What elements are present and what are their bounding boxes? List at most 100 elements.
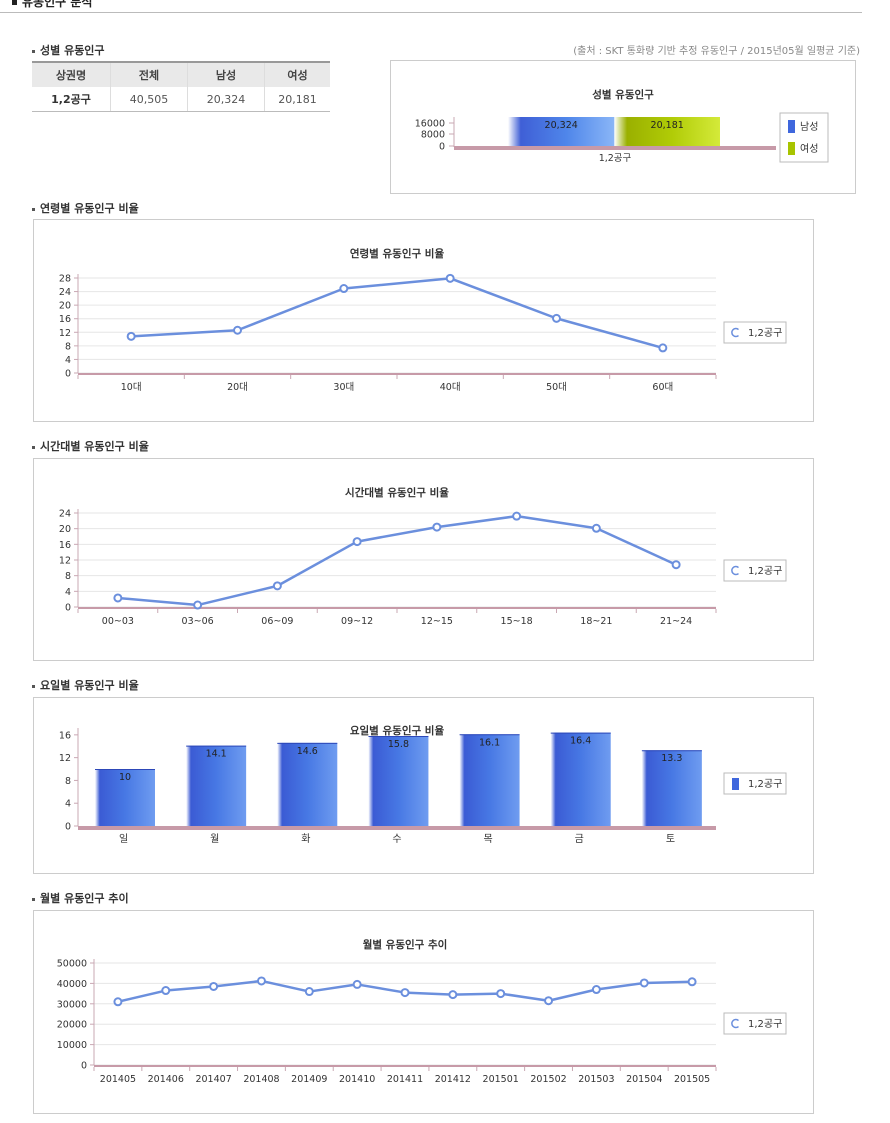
data-point [591, 985, 601, 995]
x-tick-label: 50대 [546, 382, 567, 393]
page-title: 유동인구 분석 [12, 0, 92, 10]
title-divider [0, 12, 862, 13]
y-tick-label: 0 [439, 142, 445, 153]
data-label: 20,324 [545, 120, 578, 131]
legend[interactable]: 1,2공구 [723, 1012, 787, 1035]
bar [459, 734, 520, 826]
data-point [193, 600, 203, 610]
data-label: 10 [119, 772, 131, 783]
age-chart-panel: 연령별 유동인구 비율 28 24 20 16 12 8 4 0 10대 20대 30대 40대 50대 6… [33, 219, 814, 422]
x-tick-label: 201411 [387, 1074, 423, 1085]
month-line-chart: 월별 유동인구 추이 50000 40000 30000 20000 10000 0 2014… [57, 938, 787, 1085]
legend-marker [731, 1018, 739, 1029]
x-tick-label: 10대 [121, 382, 142, 393]
data-point [304, 987, 314, 997]
data-label: 13.3 [661, 753, 682, 764]
data-point [126, 331, 136, 341]
data-point [352, 979, 362, 989]
y-tick-label: 0 [65, 369, 71, 380]
legend-label: 1,2공구 [748, 778, 782, 790]
data-point [209, 981, 219, 991]
x-tick-label: 목 [484, 833, 493, 845]
y-tick-label: 8000 [421, 130, 445, 141]
y-tick-label: 24 [59, 509, 71, 520]
table-header-cell: 남성 [187, 61, 265, 87]
y-tick-label: 20 [59, 524, 71, 535]
x-tick-label: 화 [301, 833, 310, 845]
data-label: 14.6 [297, 746, 318, 757]
x-tick-label: 201501 [483, 1074, 519, 1085]
x-tick-label: 201405 [100, 1074, 136, 1085]
legend[interactable]: 1,2공구 [723, 321, 787, 344]
data-point [544, 996, 554, 1006]
data-point [496, 989, 506, 999]
chart-title: 시간대별 유동인구 비율 [345, 486, 449, 499]
x-tick-label: 15~18 [501, 616, 533, 627]
y-tick-label: 12 [59, 328, 71, 339]
y-tick-label: 4 [65, 799, 71, 810]
x-tick-label: 201504 [626, 1074, 662, 1085]
x-tick-label: 201410 [339, 1074, 375, 1085]
legend-marker [731, 327, 739, 338]
x-tick-label: 40대 [440, 382, 461, 393]
bar [368, 735, 429, 826]
data-point [445, 273, 455, 283]
x-tick-label: 06~09 [261, 616, 293, 627]
y-tick-label: 8 [65, 571, 71, 582]
legend-label: 1,2공구 [748, 565, 782, 577]
x-tick-label: 일 [119, 833, 128, 845]
data-label: 20,181 [651, 120, 684, 131]
data-point [256, 976, 266, 986]
y-tick-label: 16 [59, 540, 71, 551]
y-tick-label: 20000 [57, 1020, 87, 1031]
age-line-chart: 연령별 유동인구 비율 28 24 20 16 12 8 4 0 10대 20대 30대 40대 50대 6… [59, 247, 787, 393]
legend-label: 1,2공구 [748, 1018, 782, 1030]
bar-female [614, 117, 720, 146]
y-tick-label: 24 [59, 287, 71, 298]
table-cell: 20,181 [264, 87, 330, 112]
table-header-cell: 여성 [264, 61, 330, 87]
x-tick-label: 201505 [674, 1074, 710, 1085]
data-label: 15.8 [388, 739, 409, 750]
data-point [113, 593, 123, 603]
weekday-bar-chart: 요일별 유동인구 비율 16 12 8 4 0 10 일 14.1 월 14.6 화 15.8 수 16.1… [59, 724, 787, 845]
legend-box [723, 321, 787, 344]
y-tick-label: 16 [59, 730, 71, 741]
table-cell: 1,2공구 [32, 87, 111, 112]
legend-box [723, 559, 787, 582]
x-tick-label: 토 [666, 834, 675, 845]
data-point [658, 343, 668, 353]
legend-box [723, 1012, 787, 1035]
chart-title: 월별 유동인구 추이 [363, 938, 448, 951]
bar-male [508, 117, 615, 146]
data-point [233, 325, 242, 335]
data-point [448, 990, 458, 1000]
table-row: 1,2공구 40,505 20,324 20,181 [32, 87, 330, 112]
chart-title: 요일별 유동인구 비율 [350, 724, 445, 737]
series-line [131, 277, 664, 350]
section-heading-age: 연령별 유동인구 비율 [32, 200, 139, 216]
data-point [552, 313, 561, 323]
chart-title: 성별 유동인구 [592, 88, 654, 101]
x-tick-label: 201502 [530, 1074, 566, 1085]
bullet-icon [12, 0, 17, 5]
x-tick-label: 00~03 [102, 616, 134, 627]
x-tick-label: 201409 [291, 1074, 327, 1085]
legend[interactable]: 1,2공구 [723, 559, 787, 582]
bullet-icon [32, 49, 35, 53]
data-point [400, 988, 410, 998]
bar [641, 750, 702, 826]
legend-marker [788, 142, 795, 155]
bullet-icon [32, 897, 35, 901]
legend[interactable]: 1,2공구 [723, 772, 787, 795]
x-tick-label: 월 [210, 833, 219, 845]
month-chart-panel: 월별 유동인구 추이 50000 40000 30000 20000 10000 0 2014… [33, 910, 814, 1114]
y-tick-label: 12 [59, 753, 71, 764]
y-tick-label: 10000 [57, 1040, 87, 1051]
data-point [352, 537, 362, 547]
data-point [512, 511, 522, 521]
x-tick-label: 21~24 [660, 616, 692, 627]
x-tick-label: 201408 [243, 1074, 279, 1085]
